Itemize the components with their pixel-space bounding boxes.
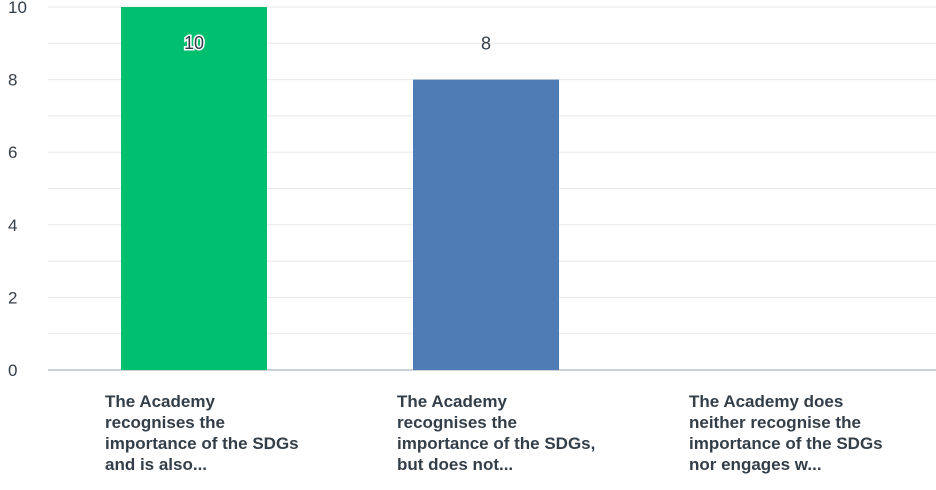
y-tick-label: 2 [8,288,17,307]
bar-2[interactable] [413,79,559,370]
bars [121,7,559,370]
y-tick-label: 10 [8,0,27,17]
data-label-1: 10 [184,33,204,53]
bar-1[interactable] [121,7,267,370]
category-label-3: The Academy does neither recognise the i… [689,392,883,474]
data-label-2: 8 [481,34,491,54]
category-label-2: The Academy recognises the importance of… [397,392,596,474]
y-tick-label: 6 [8,143,17,162]
y-tick-label: 0 [8,361,17,380]
y-tick-label: 4 [8,216,17,235]
y-tick-label: 8 [8,71,17,90]
y-axis-tick-labels: 0 2 4 6 8 10 [8,0,27,380]
data-labels: 10 8 [182,32,491,55]
category-label-1: The Academy recognises the importance of… [105,392,299,474]
